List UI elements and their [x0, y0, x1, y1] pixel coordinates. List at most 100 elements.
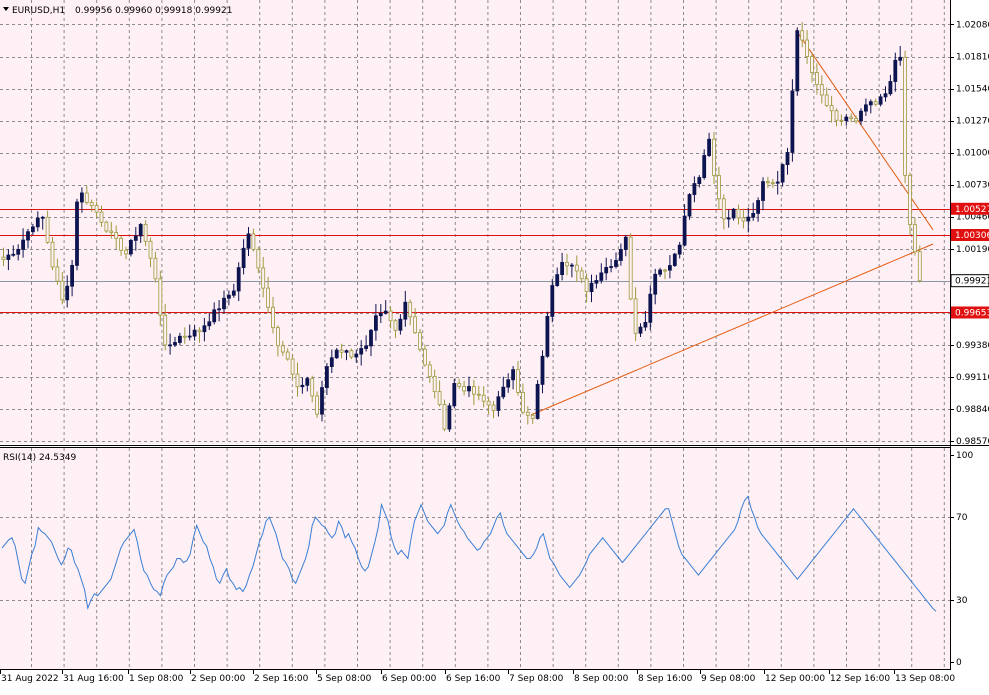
price-axis-labels: 1.02080 1.01810 1.01540 1.01270 1.01000 1.007… — [950, 20, 989, 447]
candle-body — [241, 247, 246, 269]
candle-body — [471, 386, 476, 395]
dropdown-arrow-icon[interactable] — [3, 7, 9, 11]
candle-body — [604, 267, 609, 274]
candle-body — [40, 216, 45, 219]
candle-body — [300, 384, 305, 388]
candle-body — [761, 181, 765, 201]
candle-body — [702, 155, 707, 178]
candle-body — [589, 282, 594, 293]
candle-body — [251, 233, 256, 250]
candle-body — [682, 215, 687, 246]
candle-body — [418, 332, 422, 350]
time-tick-label: 2 Sep 16:00 — [254, 674, 309, 684]
candle-body — [736, 208, 741, 219]
candle-body — [261, 267, 266, 289]
candle-body — [119, 237, 123, 251]
candle-body — [447, 405, 452, 430]
candle-body — [628, 236, 633, 300]
candle-body — [138, 224, 143, 237]
price-grid — [0, 0, 950, 444]
candle-body — [383, 310, 388, 314]
candle-body — [574, 264, 579, 272]
candle-body — [633, 298, 638, 334]
price-tag-label: 0.99653 — [955, 308, 989, 318]
candle-body — [89, 202, 94, 207]
candle-body — [222, 297, 226, 310]
candle-body — [815, 72, 819, 85]
price-tick-label: 1.01000 — [956, 149, 989, 159]
candle-body — [917, 251, 922, 282]
candle-body — [805, 39, 809, 57]
candle-body — [192, 329, 197, 337]
price-tick-label: 1.00460 — [956, 213, 989, 223]
candle-body — [16, 249, 21, 255]
candle-body — [790, 90, 795, 153]
candle-body — [202, 325, 207, 333]
candle-body — [486, 400, 491, 406]
candle-body — [623, 236, 628, 250]
price-tick-label: 1.00730 — [956, 181, 989, 191]
candle-body — [128, 239, 133, 255]
candle-body — [173, 342, 177, 346]
price-tags: 1.00527 1.00306 0.99653 0.99921 — [950, 202, 989, 319]
candle-body — [388, 310, 393, 322]
candle-body — [868, 101, 873, 106]
candle-body — [217, 308, 222, 311]
candle-body — [349, 350, 354, 358]
candle-body — [334, 349, 339, 359]
candle-body — [373, 315, 378, 331]
candle-body — [913, 224, 917, 253]
candle-body — [756, 200, 760, 214]
time-tick-label: 1 Sep 08:00 — [129, 674, 184, 684]
candle-body — [457, 383, 462, 387]
candle-body — [75, 201, 79, 266]
candle-body — [437, 391, 442, 405]
candle-body — [452, 383, 457, 407]
time-tick-label: 8 Sep 00:00 — [574, 674, 629, 684]
candle-body — [310, 378, 315, 397]
candle-body — [124, 249, 128, 255]
candle-body — [731, 208, 736, 219]
candle-body — [476, 393, 481, 396]
rsi-panel-bg — [0, 447, 950, 692]
candle-body — [60, 280, 65, 301]
candle-body — [280, 345, 285, 353]
candle-body — [413, 316, 418, 334]
candle-body — [496, 396, 501, 411]
candle-body — [45, 216, 50, 243]
candle-body — [663, 269, 667, 272]
candle-body — [864, 104, 868, 112]
candle-body — [21, 239, 26, 250]
candle-body — [692, 183, 697, 195]
candle-body — [717, 174, 721, 200]
candle-body — [697, 177, 702, 184]
candle-body — [94, 205, 99, 213]
price-tick-label: 1.01270 — [956, 117, 989, 127]
candle-body — [525, 411, 530, 416]
candle-body — [511, 369, 516, 381]
price-tag-box — [951, 202, 989, 215]
candle-body — [565, 262, 569, 267]
candle-body — [751, 212, 756, 218]
candle-body — [535, 383, 540, 419]
candle-body — [819, 84, 824, 96]
candle-body — [290, 358, 295, 375]
candle-body — [109, 230, 114, 233]
candle-body — [344, 350, 349, 353]
candle-body — [653, 273, 658, 295]
candle-body — [182, 335, 187, 338]
candle-body — [766, 181, 770, 184]
candle-body — [810, 56, 814, 73]
price-scale-bg — [950, 0, 989, 695]
candle-body — [315, 395, 320, 415]
price-tag-label: 1.00527 — [955, 205, 989, 215]
candle-body — [599, 272, 604, 281]
candle-body — [570, 264, 574, 267]
candle-body — [133, 235, 138, 241]
candle-body — [658, 269, 662, 275]
candle-body — [177, 335, 182, 343]
candle-body — [780, 164, 785, 183]
